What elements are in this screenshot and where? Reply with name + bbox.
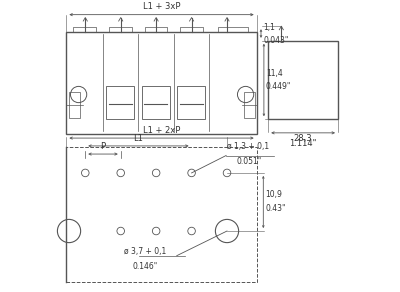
Bar bbox=[69, 92, 80, 118]
Text: L1 + 3xP: L1 + 3xP bbox=[143, 2, 180, 11]
Text: 0.449": 0.449" bbox=[266, 82, 291, 91]
Text: L1 + 2xP: L1 + 2xP bbox=[143, 126, 180, 135]
Text: 11,4: 11,4 bbox=[266, 69, 283, 78]
Bar bbox=[177, 86, 205, 119]
Bar bbox=[244, 92, 256, 118]
Text: ø 3,7 + 0,1: ø 3,7 + 0,1 bbox=[124, 247, 166, 256]
Bar bbox=[142, 86, 170, 119]
Bar bbox=[66, 147, 257, 282]
Text: 0.051": 0.051" bbox=[236, 157, 261, 166]
Text: L1: L1 bbox=[134, 134, 143, 143]
Text: P: P bbox=[100, 142, 106, 151]
Text: 0.043": 0.043" bbox=[263, 36, 289, 46]
Bar bbox=[106, 86, 134, 119]
Text: 0.146": 0.146" bbox=[132, 262, 158, 271]
Text: 1,1: 1,1 bbox=[263, 23, 275, 32]
Bar bbox=[66, 32, 257, 134]
Text: 10,9: 10,9 bbox=[265, 190, 282, 199]
Text: 1.114": 1.114" bbox=[290, 139, 317, 148]
Text: 28,3: 28,3 bbox=[294, 134, 312, 143]
Text: ø 1,3 + 0,1: ø 1,3 + 0,1 bbox=[227, 142, 270, 151]
Text: 0.43": 0.43" bbox=[265, 204, 286, 213]
Bar bbox=[268, 41, 338, 119]
